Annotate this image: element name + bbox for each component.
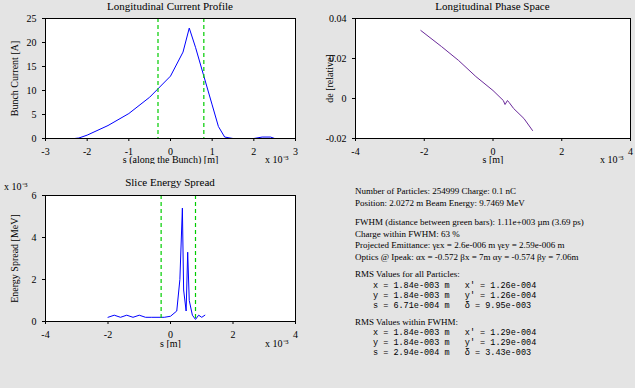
svg-text:0: 0 <box>168 145 173 157</box>
html-text:y = 1.84e-003 m y' = 1.26e-004: y = 1.84e-003 m y' = 1.26e-004 <box>373 290 537 301</box>
svg-text:2: 2 <box>559 146 564 157</box>
svg-text:2: 2 <box>231 329 236 340</box>
html-text:Projected Emittance: γεx = 2.6: Projected Emittance: γεx = 2.6e-006 m γε… <box>355 240 565 250</box>
html-text:y = 1.84e-003 m y' = 1.29e-004: y = 1.84e-003 m y' = 1.29e-004 <box>373 338 537 348</box>
svg-text:5: 5 <box>32 109 37 120</box>
svg-text:-2: -2 <box>83 146 91 157</box>
svg-text:15: 15 <box>27 61 37 72</box>
html-text:Number of Particles: 254999 Ch: Number of Particles: 254999 Charge: 0.1 … <box>355 186 517 196</box>
svg-text:10: 10 <box>27 85 37 96</box>
html-text:Longitudinal Current Profile: Longitudinal Current Profile <box>107 0 233 12</box>
svg-text:-3: -3 <box>41 146 49 157</box>
svg-text:-0.02: -0.02 <box>326 133 347 144</box>
html-text:Slice Energy Spread: Slice Energy Spread <box>125 176 215 188</box>
svg-text:20: 20 <box>27 37 37 48</box>
html-text:x 10⁻³: x 10⁻³ <box>600 154 624 165</box>
svg-text:-2: -2 <box>420 146 428 157</box>
html-text:s = 2.94e-004 m δ = 3.43e-003: s = 2.94e-004 m δ = 3.43e-003 <box>373 348 532 358</box>
svg-text:25: 25 <box>27 13 37 24</box>
svg-text:2: 2 <box>251 146 256 157</box>
html-text:RMS Values within FWHM:: RMS Values within FWHM: <box>355 316 459 327</box>
svg-text:Bunch Current [A]: Bunch Current [A] <box>9 41 20 117</box>
svg-text:0.02: 0.02 <box>329 52 347 64</box>
svg-text:4: 4 <box>32 232 37 243</box>
svg-text:0: 0 <box>342 93 347 104</box>
svg-text:de [relative]: de [relative] <box>324 54 335 103</box>
svg-text:3: 3 <box>293 146 298 157</box>
html-text:Position: 2.0272 m Beam Energy: Position: 2.0272 m Beam Energy: 9.7469 M… <box>355 197 525 208</box>
svg-text:s [m]: s [m] <box>483 154 504 165</box>
svg-text:0: 0 <box>32 133 37 144</box>
svg-text:1: 1 <box>209 145 215 157</box>
svg-text:s [m]: s [m] <box>160 338 181 349</box>
svg-text:4: 4 <box>628 146 633 157</box>
svg-text:0: 0 <box>168 328 173 340</box>
svg-text:s (along the Bunch) [m]: s (along the Bunch) [m] <box>123 154 219 165</box>
html-text:x 10⁻³: x 10⁻³ <box>4 181 28 192</box>
html-text:Charge within FWHM: 63 %: Charge within FWHM: 63 % <box>355 228 460 239</box>
html-text:s = 6.71e-004 m δ = 9.95e-003: s = 6.71e-004 m δ = 9.95e-003 <box>373 300 532 311</box>
html-text:x = 1.84e-003 m x' = 1.26e-004: x = 1.84e-003 m x' = 1.26e-004 <box>373 280 537 291</box>
svg-text:-2: -2 <box>104 329 112 340</box>
svg-text:-4: -4 <box>351 146 359 157</box>
html-text:x = 1.84e-003 m x' = 1.29e-004: x = 1.84e-003 m x' = 1.29e-004 <box>373 328 537 338</box>
html-text:RMS Values for all Particles:: RMS Values for all Particles: <box>355 269 460 279</box>
html-text:Longitudinal Phase Space: Longitudinal Phase Space <box>435 0 550 12</box>
svg-text:-1: -1 <box>124 145 133 157</box>
html-text:FWHM (distance between green b: FWHM (distance between green bars): 1.11… <box>355 217 584 227</box>
svg-text:0.04: 0.04 <box>329 13 347 24</box>
svg-text:2: 2 <box>32 274 37 285</box>
svg-text:-4: -4 <box>41 329 49 340</box>
svg-text:6: 6 <box>32 190 37 201</box>
html-text:Optics @ Ipeak: αx = -0.572 βx: Optics @ Ipeak: αx = -0.572 βx = 7m αy =… <box>355 251 579 262</box>
svg-text:0: 0 <box>490 145 496 157</box>
html-text:x 10⁻³: x 10⁻³ <box>265 338 289 349</box>
svg-text:Energy Spread [MeV]: Energy Spread [MeV] <box>9 214 20 303</box>
html-text:x 10⁻³: x 10⁻³ <box>265 154 289 165</box>
svg-text:0: 0 <box>32 316 37 327</box>
svg-text:4: 4 <box>293 329 298 340</box>
